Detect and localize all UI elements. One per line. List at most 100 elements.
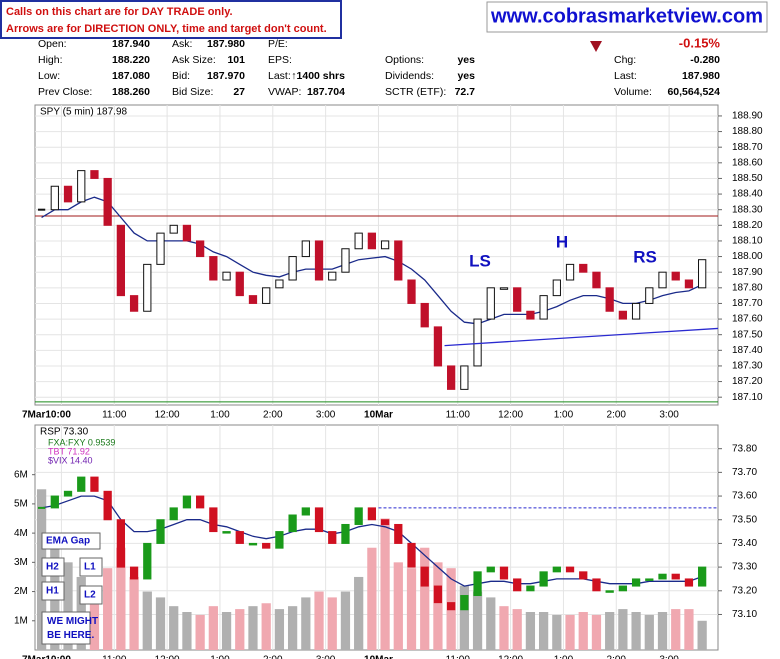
candle bbox=[513, 287, 522, 312]
candle bbox=[447, 365, 456, 390]
panel-label: SPY (5 min) 187.98 bbox=[40, 107, 128, 118]
candle bbox=[275, 279, 284, 289]
candle bbox=[486, 287, 495, 320]
quote-label: Last: bbox=[614, 70, 637, 82]
quote-label: Dividends: bbox=[385, 70, 434, 82]
note-box bbox=[41, 557, 65, 577]
x-tick-label: 12:00 bbox=[498, 655, 523, 659]
candle bbox=[473, 318, 482, 367]
candle bbox=[618, 585, 628, 592]
volume-bar bbox=[354, 576, 364, 650]
y-tick-label: 187.40 bbox=[732, 345, 763, 356]
candle bbox=[235, 531, 244, 544]
volume-bar bbox=[380, 518, 390, 650]
quote-label: P/E: bbox=[268, 38, 288, 50]
volume-bar bbox=[248, 606, 258, 650]
y-tick-label: 73.30 bbox=[732, 562, 757, 573]
candle bbox=[143, 263, 152, 312]
volume-tick-label: 5M bbox=[14, 499, 28, 510]
candle bbox=[671, 271, 680, 281]
candle bbox=[579, 263, 588, 273]
x-tick-label: 11:00 bbox=[446, 410, 471, 421]
note: H1 bbox=[46, 586, 59, 597]
candle bbox=[248, 542, 258, 546]
candle bbox=[50, 185, 59, 211]
volume-bar bbox=[169, 606, 179, 650]
candle bbox=[618, 310, 628, 320]
quote-value: 187.080 bbox=[112, 70, 150, 82]
volume-tick-label: 3M bbox=[14, 557, 28, 568]
candle bbox=[447, 602, 456, 611]
legend-entry: TBT 71.92 bbox=[48, 446, 90, 456]
site: www.cobrasmarketview.com bbox=[490, 5, 763, 27]
candle bbox=[698, 259, 707, 289]
quote-value: 72.7 bbox=[455, 86, 476, 98]
candle bbox=[631, 302, 641, 320]
candle bbox=[103, 490, 112, 521]
legend-entry: $VIX 14.40 bbox=[48, 455, 93, 465]
quote-value: 101 bbox=[227, 54, 245, 66]
y-tick-label: 187.50 bbox=[732, 329, 763, 340]
quote-value: 27 bbox=[233, 86, 245, 98]
quote-value: 187.704 bbox=[307, 86, 345, 98]
volume-bar bbox=[644, 614, 654, 650]
candle bbox=[37, 506, 46, 509]
candle bbox=[169, 507, 178, 521]
note: EMA Gap bbox=[46, 536, 90, 547]
site-box bbox=[486, 1, 768, 33]
quote-label: Chg: bbox=[614, 54, 636, 66]
quote-label: Ask Size: bbox=[172, 54, 216, 66]
candle bbox=[169, 224, 178, 234]
quote-value: ↑1400 shrs bbox=[291, 70, 345, 82]
candle bbox=[196, 240, 205, 258]
y-tick-label: 187.70 bbox=[732, 298, 763, 309]
candle bbox=[328, 271, 337, 281]
candle bbox=[37, 208, 46, 211]
candle bbox=[341, 523, 350, 544]
candle bbox=[77, 476, 86, 492]
quote-label: Prev Close: bbox=[38, 86, 92, 98]
x-tick-label: 1:00 bbox=[554, 655, 574, 659]
x-tick-label: 1:00 bbox=[554, 410, 574, 421]
x-tick-label: 12:00 bbox=[498, 410, 523, 421]
y-tick-label: 188.60 bbox=[732, 157, 763, 168]
candle bbox=[50, 495, 59, 509]
quote-value: 187.940 bbox=[112, 38, 150, 50]
down-arrow bbox=[590, 41, 602, 52]
volume-bar bbox=[393, 562, 403, 650]
candle bbox=[209, 256, 218, 281]
candle bbox=[539, 571, 548, 587]
upper-panel bbox=[34, 104, 719, 406]
candle bbox=[143, 542, 152, 580]
volume-tick-label: 4M bbox=[14, 528, 28, 539]
candle bbox=[499, 287, 509, 290]
volume-bar bbox=[538, 612, 549, 650]
quote-value: yes bbox=[457, 70, 475, 82]
x-tick-label: 10Mar bbox=[364, 655, 393, 659]
quote-value: yes bbox=[457, 54, 475, 66]
candle bbox=[63, 185, 73, 203]
quote-label: Open: bbox=[38, 38, 67, 50]
candle bbox=[565, 566, 575, 573]
candle bbox=[684, 279, 694, 289]
volume-tick-label: 2M bbox=[14, 586, 28, 597]
volume-tick-label: 6M bbox=[14, 469, 28, 480]
quote-label: Ask: bbox=[172, 38, 192, 50]
note-box bbox=[79, 557, 103, 577]
candle bbox=[314, 240, 324, 281]
candle bbox=[526, 585, 535, 592]
volume-bar bbox=[367, 547, 377, 650]
candle bbox=[407, 542, 416, 568]
quote-value: 187.980 bbox=[207, 38, 245, 50]
candle bbox=[129, 566, 139, 580]
volume-tick-label: 1M bbox=[14, 615, 28, 626]
volume-bar bbox=[182, 612, 192, 650]
volume-bar bbox=[671, 609, 681, 650]
quote-label: Options: bbox=[385, 54, 424, 66]
volume-bar bbox=[512, 609, 522, 650]
candle bbox=[645, 578, 654, 581]
candle bbox=[248, 295, 258, 304]
quote-label: VWAP: bbox=[268, 86, 301, 98]
